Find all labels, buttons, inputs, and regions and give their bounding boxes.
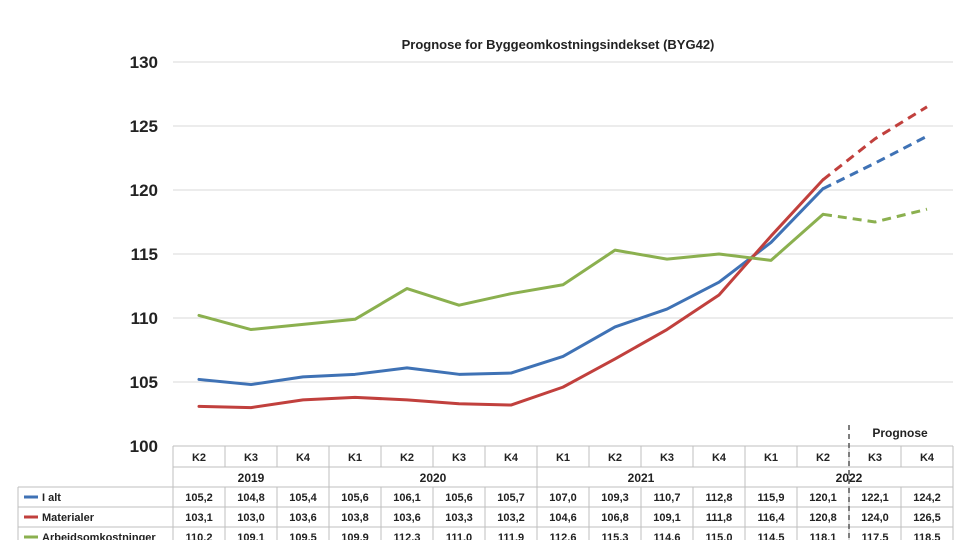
quarter-label: K3 [244, 452, 258, 464]
data-label: 114,6 [654, 532, 681, 540]
data-label: 105,6 [445, 492, 473, 504]
quarter-label: K4 [504, 452, 519, 464]
data-label: 111,9 [498, 532, 524, 540]
data-label: 106,1 [393, 492, 421, 504]
quarter-label: K1 [764, 452, 778, 464]
data-label: 105,7 [497, 492, 525, 504]
series-forecast-line [822, 207, 928, 224]
quarter-label: K3 [452, 452, 466, 464]
series-forecast-line [822, 105, 928, 181]
quarter-label: K2 [816, 452, 830, 464]
data-label: 103,6 [393, 512, 421, 524]
data-label: 103,8 [341, 512, 369, 524]
data-label: 104,6 [549, 512, 577, 524]
data-label: 109,5 [289, 532, 317, 540]
series-lines [197, 105, 928, 410]
data-label: 110,7 [654, 492, 681, 504]
y-tick-label: 110 [131, 309, 158, 328]
data-label: 105,4 [289, 492, 317, 504]
data-label: 112,8 [706, 492, 733, 504]
data-label: 120,8 [809, 512, 837, 524]
year-label: 2019 [238, 471, 265, 485]
quarter-label: K2 [400, 452, 414, 464]
data-label: 104,8 [237, 492, 265, 504]
year-label: 2020 [420, 471, 447, 485]
y-tick-label: 125 [130, 117, 158, 136]
data-label: 115,0 [706, 532, 733, 540]
data-label: 126,5 [913, 512, 941, 524]
chart-title: Prognose for Byggeomkostningsindekset (B… [402, 37, 715, 52]
quarter-label: K3 [868, 452, 882, 464]
data-label: 117,5 [862, 532, 889, 540]
data-label: 110,2 [186, 532, 213, 540]
data-label: 103,6 [289, 512, 317, 524]
series-line [197, 187, 825, 387]
quarter-label: K2 [192, 452, 206, 464]
data-label: 122,1 [861, 492, 889, 504]
quarter-label: K4 [920, 452, 935, 464]
data-label: 105,6 [341, 492, 369, 504]
data-label: 103,2 [497, 512, 525, 524]
quarter-label: K1 [348, 452, 362, 464]
data-label: 120,1 [809, 492, 837, 504]
data-label: 105,2 [185, 492, 213, 504]
data-label: 118,1 [810, 532, 837, 540]
legend-label: I alt [42, 492, 61, 504]
legend-label: Arbejdsomkostninger [42, 532, 156, 540]
data-label: 103,0 [237, 512, 265, 524]
data-label: 109,3 [601, 492, 629, 504]
data-label: 107,0 [549, 492, 577, 504]
y-tick-label: 115 [131, 245, 158, 264]
data-label: 112,6 [550, 532, 577, 540]
quarter-label: K3 [660, 452, 674, 464]
y-tick-label: 130 [130, 53, 158, 72]
data-label: 111,8 [706, 512, 732, 524]
y-axis-ticks: 100 105 110 115 120 125 130 [130, 53, 158, 456]
data-label: 109,1 [653, 512, 681, 524]
gridlines [173, 61, 953, 447]
data-label: 103,1 [185, 512, 213, 524]
data-label: 112,3 [394, 532, 421, 540]
quarter-label: K1 [556, 452, 570, 464]
series-line [197, 212, 825, 332]
year-label: 2022 [836, 471, 863, 485]
data-label: 115,3 [602, 532, 629, 540]
data-label: 103,3 [445, 512, 473, 524]
data-label: 109,1 [237, 532, 265, 540]
quarter-label: K2 [608, 452, 622, 464]
y-tick-label: 105 [130, 373, 158, 392]
y-tick-label: 100 [130, 437, 158, 456]
data-label: 118,5 [914, 532, 941, 540]
legend-label: Materialer [42, 512, 95, 524]
data-label: 124,0 [861, 512, 889, 524]
data-label: 114,5 [758, 532, 785, 540]
series-line [197, 178, 825, 410]
series-forecast-line [822, 134, 928, 191]
data-label: 111,0 [446, 532, 472, 540]
data-label: 115,9 [758, 492, 785, 504]
data-label: 124,2 [913, 492, 941, 504]
y-tick-label: 120 [130, 181, 158, 200]
quarter-label: K4 [712, 452, 727, 464]
forecast-label: Prognose [872, 426, 928, 440]
quarter-label: K4 [296, 452, 311, 464]
year-label: 2021 [628, 471, 655, 485]
data-label: 106,8 [601, 512, 629, 524]
data-table: K2 K3 K4 K1 K2 K3 K4 K1 K2 K3 K4 K1 K2 K3 K4 2019 2020 20… [17, 425, 954, 544]
data-label: 109,9 [341, 532, 369, 540]
data-label: 116,4 [758, 512, 786, 524]
